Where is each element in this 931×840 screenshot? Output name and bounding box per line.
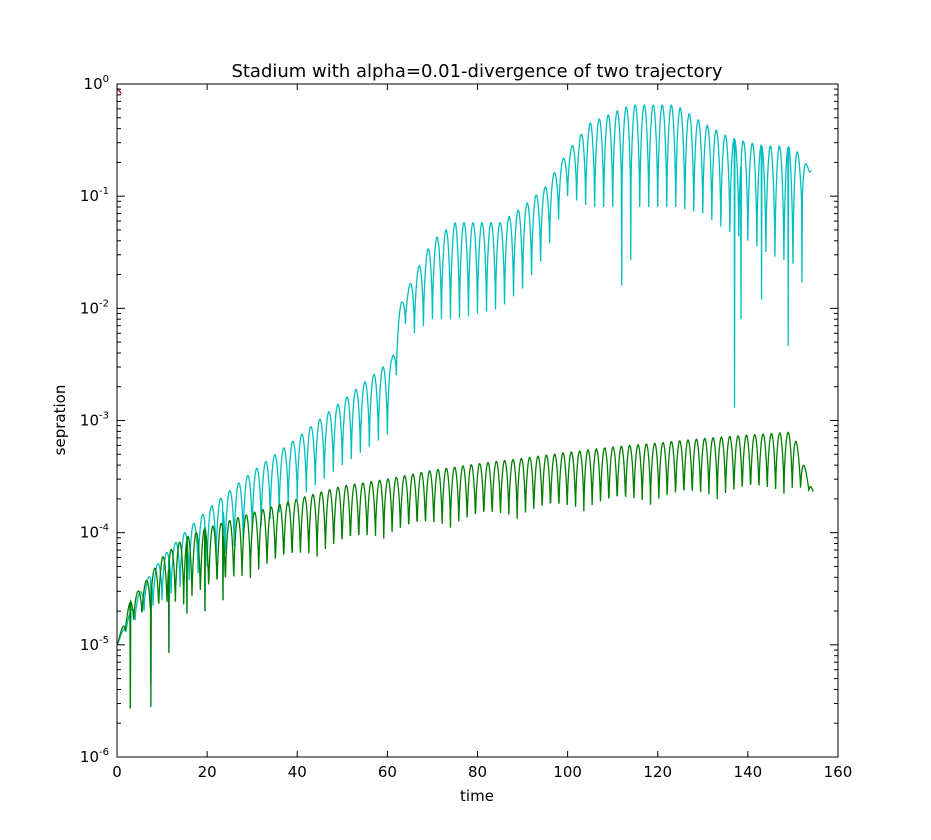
y-axis-label: sepration xyxy=(51,385,69,456)
x-axis-label: time xyxy=(460,787,494,805)
y-tick-label: 10-5 xyxy=(80,635,109,654)
x-tick-label: 40 xyxy=(288,763,307,781)
plot-area xyxy=(116,87,814,709)
y-tick-label: 10-4 xyxy=(80,523,109,542)
x-tick-label: 20 xyxy=(198,763,217,781)
x-tick-label: 160 xyxy=(824,763,853,781)
series-line-2 xyxy=(116,431,814,709)
y-tick-label: 10-6 xyxy=(80,747,109,766)
series-line-1 xyxy=(116,104,812,709)
x-tick-label: 60 xyxy=(378,763,397,781)
x-tick-label: 120 xyxy=(643,763,672,781)
x-tick-label: 140 xyxy=(734,763,763,781)
chart-title: Stadium with alpha=0.01-divergence of tw… xyxy=(231,61,722,82)
x-tick-label: 100 xyxy=(553,763,582,781)
y-tick-label: 10-1 xyxy=(80,186,109,205)
axes-frame xyxy=(116,83,839,758)
x-tick-label: 0 xyxy=(112,763,122,781)
y-ticks: 100 10-1 10-2 10-3 10-4 10-5 10-6 xyxy=(80,74,838,766)
y-tick-label: 100 xyxy=(84,74,109,93)
x-tick-label: 80 xyxy=(468,763,487,781)
x-ticks: 0 20 40 60 80 100 120 140 160 xyxy=(112,84,852,781)
y-tick-label: 10-3 xyxy=(80,411,109,430)
y-tick-label: 10-2 xyxy=(80,298,109,317)
